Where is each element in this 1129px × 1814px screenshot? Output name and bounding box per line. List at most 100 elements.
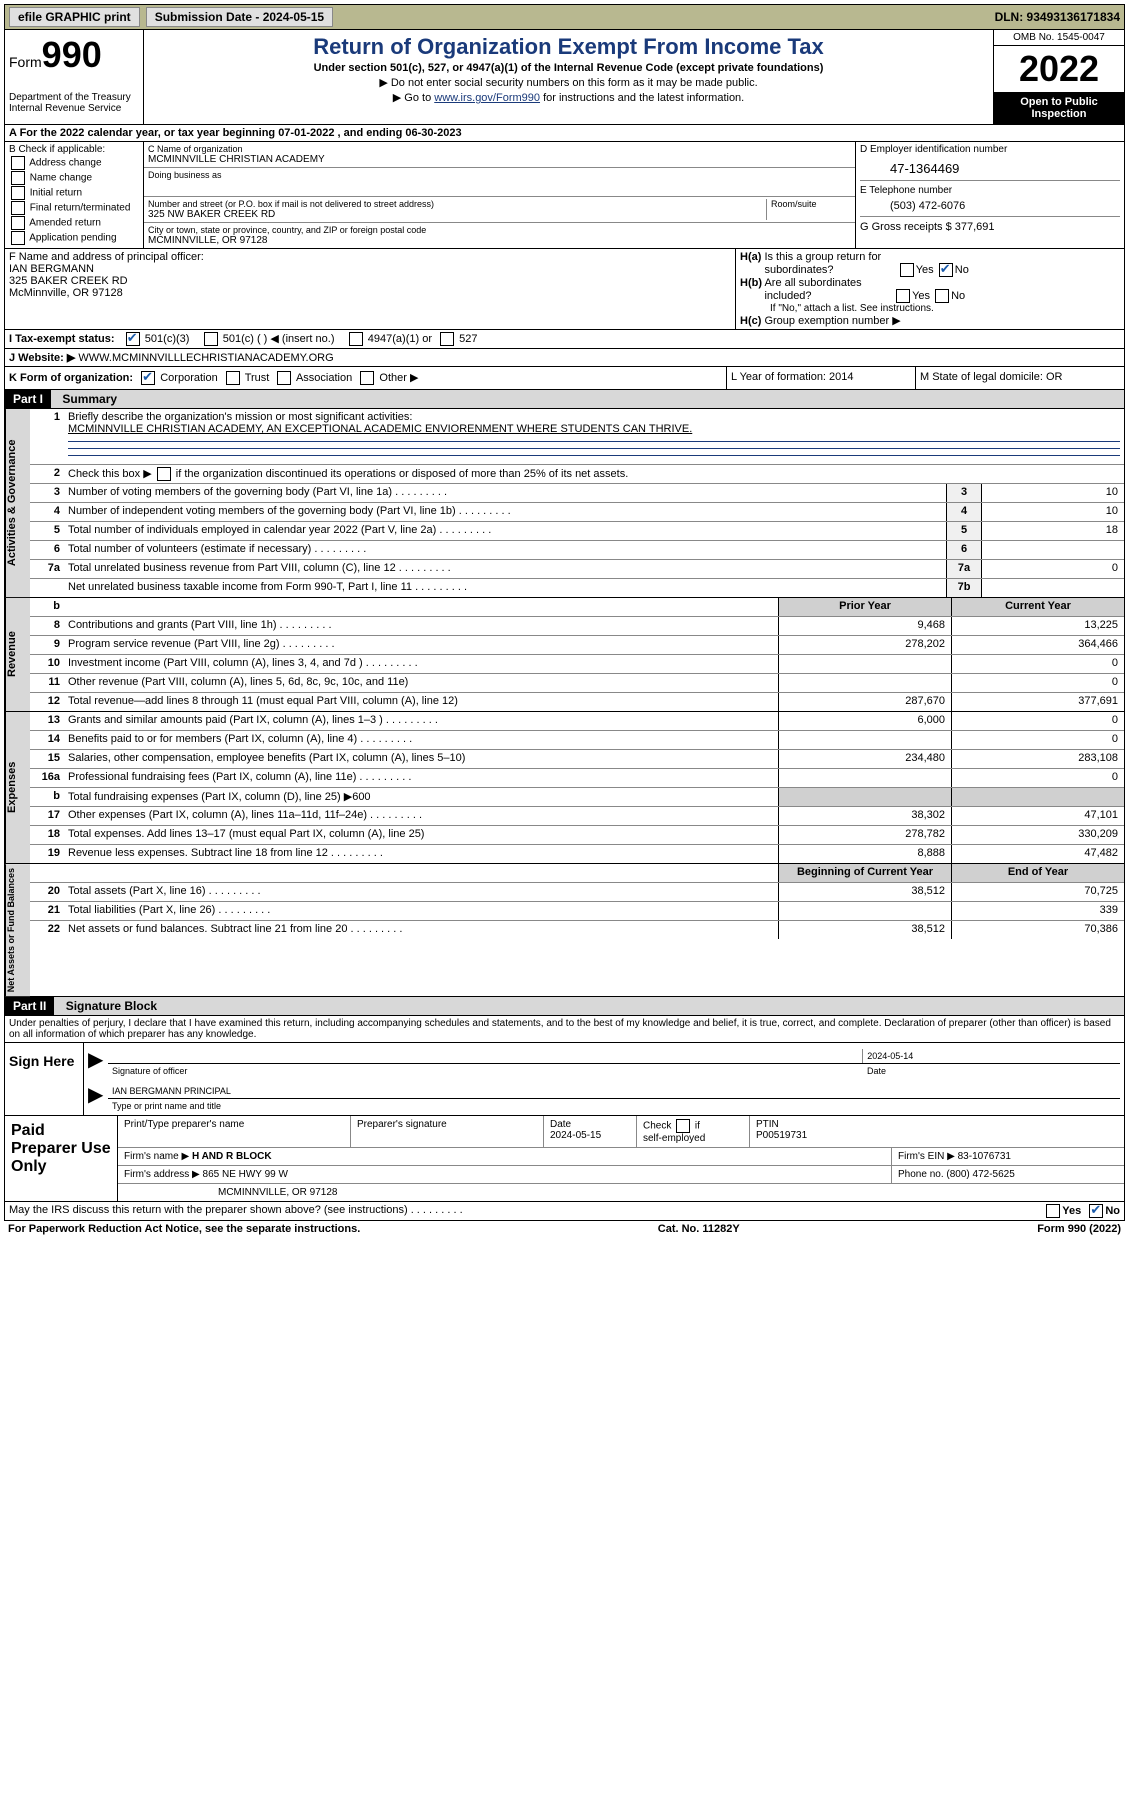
line4-val: 10	[981, 503, 1124, 521]
ha-row: H(a) Is this a group return for subordin…	[740, 251, 1120, 277]
jurat-text: Under penalties of perjury, I declare th…	[4, 1016, 1125, 1043]
r14-py	[778, 731, 951, 749]
check-final-return[interactable]: Final return/terminated	[9, 201, 139, 215]
sig-officer-label: Signature of officer	[108, 1066, 863, 1076]
discuss-no[interactable]	[1089, 1204, 1103, 1218]
status-501c3[interactable]	[126, 332, 140, 346]
sig-date-label: Date	[863, 1066, 1120, 1076]
c-label: C Name of organization	[148, 144, 851, 154]
begin-year-header: Beginning of Current Year	[778, 864, 951, 882]
r22-py: 38,512	[778, 921, 951, 939]
r11-py	[778, 674, 951, 692]
r17-py: 38,302	[778, 807, 951, 825]
part2-tag: Part II	[5, 997, 54, 1015]
row-a-tax-year: A For the 2022 calendar year, or tax yea…	[4, 125, 1125, 142]
addr-label: Number and street (or P.O. box if mail i…	[148, 199, 766, 209]
k-other[interactable]	[360, 371, 374, 385]
discuss-yes[interactable]	[1046, 1204, 1060, 1218]
firm-ein: 83-1076731	[958, 1151, 1011, 1162]
prep-name-label: Print/Type preparer's name	[118, 1116, 351, 1147]
form-title: Return of Organization Exempt From Incom…	[148, 34, 989, 60]
line7b-val	[981, 579, 1124, 597]
mission-text: MCMINNVILLE CHRISTIAN ACADEMY, AN EXCEPT…	[68, 423, 692, 435]
k-trust[interactable]	[226, 371, 240, 385]
hb-row: H(b) Are all subordinates included? Yes …	[740, 277, 1120, 303]
prep-self-emp: Check ifself-employed	[637, 1116, 750, 1147]
g-gross-receipts: G Gross receipts $ 377,691	[860, 221, 1120, 233]
ha-yes[interactable]	[900, 263, 914, 277]
hb-yes[interactable]	[896, 289, 910, 303]
r20-py: 38,512	[778, 883, 951, 901]
phone-value: (503) 472-6076	[890, 200, 1120, 212]
vtab-netassets: Net Assets or Fund Balances	[5, 864, 30, 996]
submission-date: Submission Date - 2024-05-15	[146, 7, 333, 27]
hb-no[interactable]	[935, 289, 949, 303]
part1-tag: Part I	[5, 390, 51, 408]
firm-addr1: 865 NE HWY 99 W	[203, 1169, 288, 1180]
vtab-expenses: Expenses	[5, 712, 30, 863]
line6-val	[981, 541, 1124, 559]
irs-link[interactable]: www.irs.gov/Form990	[434, 92, 540, 104]
discuss-row: May the IRS discuss this return with the…	[4, 1202, 1125, 1221]
line2-check[interactable]	[157, 467, 171, 481]
line4-desc: Number of independent voting members of …	[64, 503, 946, 521]
firm-name: H AND R BLOCK	[192, 1151, 272, 1162]
efile-print-button[interactable]: efile GRAPHIC print	[9, 7, 140, 27]
officer-addr1: 325 BAKER CREEK RD	[9, 275, 731, 287]
revenue-section: Revenue bPrior YearCurrent Year 8Contrib…	[4, 598, 1125, 712]
paid-preparer-block: Paid Preparer Use Only Print/Type prepar…	[4, 1116, 1125, 1202]
check-application[interactable]: Application pending	[9, 231, 139, 245]
r21-py	[778, 902, 951, 920]
entity-block: B Check if applicable: Address change Na…	[4, 142, 1125, 249]
ha-no[interactable]	[939, 263, 953, 277]
tax-status-row: I Tax-exempt status: 501(c)(3) 501(c) ( …	[4, 330, 1125, 349]
check-amended[interactable]: Amended return	[9, 216, 139, 230]
part1-header: Part I Summary	[4, 390, 1125, 409]
officer-group-block: F Name and address of principal officer:…	[4, 249, 1125, 330]
r12-py: 287,670	[778, 693, 951, 711]
m-domicile: M State of legal domicile: OR	[916, 367, 1124, 389]
r16a-cy: 0	[951, 769, 1124, 787]
r13-cy: 0	[951, 712, 1124, 730]
footer-left: For Paperwork Reduction Act Notice, see …	[8, 1223, 360, 1235]
prep-date: 2024-05-15	[550, 1130, 601, 1141]
dba-label: Doing business as	[148, 170, 851, 180]
line5-val: 18	[981, 522, 1124, 540]
line6-desc: Total number of volunteers (estimate if …	[64, 541, 946, 559]
check-initial-return[interactable]: Initial return	[9, 186, 139, 200]
form-number: 990	[42, 34, 102, 75]
status-527[interactable]	[440, 332, 454, 346]
r22-cy: 70,386	[951, 921, 1124, 939]
form-year-block: OMB No. 1545-0047 2022 Open to Public In…	[993, 30, 1124, 124]
self-employed-check[interactable]	[676, 1119, 690, 1133]
status-501c[interactable]	[204, 332, 218, 346]
website-value: WWW.MCMINNVILLLECHRISTIANACADEMY.ORG	[78, 352, 333, 364]
r18-cy: 330,209	[951, 826, 1124, 844]
line1-label: Briefly describe the organization's miss…	[68, 411, 412, 423]
form-prefix: Form	[9, 54, 42, 70]
entity-right: D Employer identification number 47-1364…	[855, 142, 1124, 248]
room-label: Room/suite	[771, 199, 851, 209]
form-subtitle-3: ▶ Go to www.irs.gov/Form990 for instruct…	[148, 91, 989, 104]
footer-mid: Cat. No. 11282Y	[658, 1223, 740, 1235]
form-subtitle-2: ▶ Do not enter social security numbers o…	[148, 76, 989, 89]
status-4947[interactable]	[349, 332, 363, 346]
omb-number: OMB No. 1545-0047	[994, 30, 1124, 46]
k-corp[interactable]	[141, 371, 155, 385]
prep-sig-label: Preparer's signature	[351, 1116, 544, 1147]
check-name-change[interactable]: Name change	[9, 171, 139, 185]
r15-cy: 283,108	[951, 750, 1124, 768]
current-year-header: Current Year	[951, 598, 1124, 616]
k-assoc[interactable]	[277, 371, 291, 385]
vtab-revenue: Revenue	[5, 598, 30, 711]
sign-caret-icon-2: ▶	[88, 1082, 108, 1111]
line5-desc: Total number of individuals employed in …	[64, 522, 946, 540]
firm-addr2: MCMINNVILLE, OR 97128	[118, 1184, 1124, 1201]
r17-cy: 47,101	[951, 807, 1124, 825]
r12-cy: 377,691	[951, 693, 1124, 711]
part2-header: Part II Signature Block	[4, 997, 1125, 1016]
r10-py	[778, 655, 951, 673]
f-label: F Name and address of principal officer:	[9, 251, 731, 263]
check-address-change[interactable]: Address change	[9, 156, 139, 170]
r9-cy: 364,466	[951, 636, 1124, 654]
